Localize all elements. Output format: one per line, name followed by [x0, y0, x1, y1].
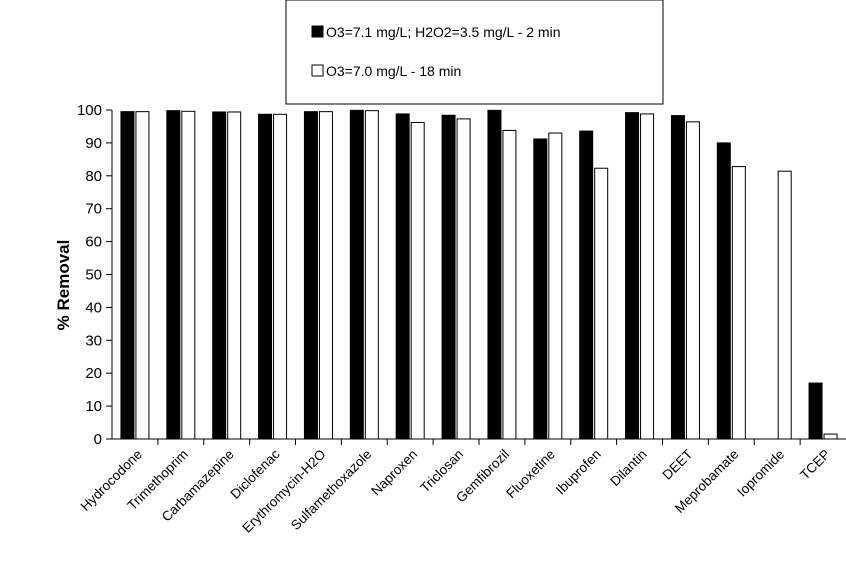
- bar-ibuprofen-series-2: [594, 167, 609, 440]
- legend-label-ozone-peroxide: O3=7.1 mg/L; H2O2=3.5 mg/L - 2 min: [326, 24, 561, 40]
- bar-trimethoprim-series-1: [166, 110, 181, 440]
- x-tick-label-fluoxetine: Fluoxetine: [503, 447, 558, 502]
- bar-dilantin-series-2: [640, 113, 655, 440]
- bar-iopromide-series-2: [777, 170, 792, 440]
- bar-fluoxetine-series-2: [548, 132, 563, 440]
- bar-sulfamethoxazole-series-2: [364, 110, 379, 440]
- x-tick-label-naproxen: Naproxen: [368, 447, 420, 499]
- bars: [120, 109, 838, 440]
- legend-swatch-ozone-only: [311, 64, 324, 77]
- bar-erythromycin-h2o-series-1: [303, 111, 318, 440]
- x-tick-label-erythromycin-h2o: Erythromycin-H2O: [239, 447, 328, 536]
- bar-deet-series-1: [670, 115, 685, 440]
- bar-carbamazepine-series-1: [212, 111, 227, 440]
- x-tick-label-tcep: TCEP: [797, 447, 833, 483]
- legend-label-ozone-only: O3=7.0 mg/L - 18 min: [326, 63, 461, 79]
- y-tick-label: 70: [85, 201, 102, 218]
- bar-ibuprofen-series-1: [579, 130, 594, 440]
- bar-triclosan-series-2: [456, 118, 471, 440]
- bar-carbamazepine-series-2: [227, 111, 242, 440]
- legend-box: [285, 0, 664, 105]
- bar-naproxen-series-2: [410, 122, 425, 440]
- x-tick-label-dilantin: Dilantin: [607, 447, 649, 489]
- y-tick-label: 60: [85, 234, 102, 251]
- bar-tcep-series-1: [808, 382, 823, 440]
- bar-tcep-series-2: [823, 433, 838, 440]
- bar-triclosan-series-1: [441, 114, 456, 440]
- bar-gemfibrozil-series-2: [502, 129, 517, 440]
- bar-fluoxetine-series-1: [533, 138, 548, 440]
- bar-diclofenac-series-1: [258, 113, 273, 440]
- y-tick-label: 10: [85, 398, 102, 415]
- bar-deet-series-2: [685, 121, 700, 440]
- x-tick-label-ibuprofen: Ibuprofen: [553, 447, 604, 498]
- bar-hydrocodone-series-2: [135, 111, 150, 440]
- legend: O3=7.1 mg/L; H2O2=3.5 mg/L - 2 min O3=7.…: [285, 0, 664, 105]
- x-tick-label-sulfamethoxazole: Sulfamethoxazole: [288, 447, 374, 533]
- y-tick-label: 40: [85, 299, 102, 316]
- bar-trimethoprim-series-2: [181, 110, 196, 440]
- bar-hydrocodone-series-1: [120, 111, 135, 440]
- x-axis-labels: HydrocodoneTrimethoprimCarbamazepineDicl…: [78, 446, 834, 535]
- y-tick-label: 20: [85, 365, 102, 382]
- y-tick-label: 50: [85, 267, 102, 284]
- y-tick-label: 80: [85, 168, 102, 185]
- axes: [111, 110, 846, 445]
- x-tick-label-iopromide: Iopromide: [734, 447, 787, 500]
- bar-naproxen-series-1: [395, 113, 410, 440]
- bar-meprobamate-series-1: [716, 142, 731, 440]
- y-tick-label: 90: [85, 135, 102, 152]
- bar-erythromycin-h2o-series-2: [318, 111, 333, 440]
- y-tick-label: 100: [77, 102, 102, 119]
- bar-gemfibrozil-series-1: [487, 109, 502, 440]
- x-tick-label-deet: DEET: [659, 447, 695, 483]
- bar-sulfamethoxazole-series-1: [349, 109, 364, 440]
- bar-dilantin-series-1: [625, 112, 640, 440]
- bar-meprobamate-series-2: [731, 166, 746, 440]
- y-axis-ticks: 0 10 20 30 40 50 60 70 80 90 100: [77, 102, 112, 448]
- y-tick-label: 0: [94, 431, 102, 448]
- y-tick-label: 30: [85, 332, 102, 349]
- y-axis-label: % Removal: [54, 240, 73, 331]
- legend-swatch-ozone-peroxide: [311, 25, 324, 38]
- bar-diclofenac-series-2: [273, 113, 288, 440]
